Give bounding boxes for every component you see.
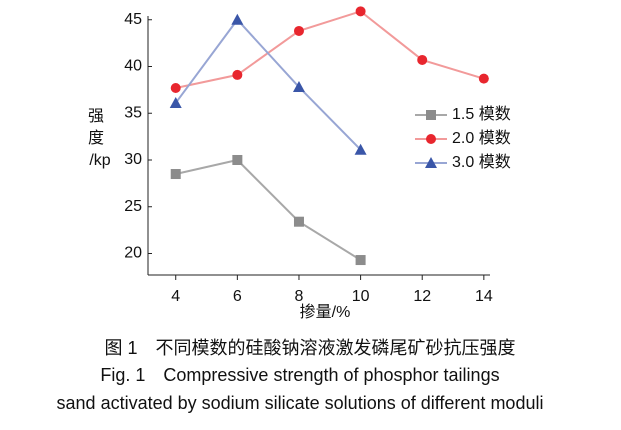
marker [478,73,489,84]
x-tick-label: 4 [171,288,180,305]
y-tick-label: 35 [124,104,142,121]
marker [232,69,243,80]
y-axis-label: 度 [88,129,104,147]
marker [232,154,243,165]
caption: Fig. 1 Compressive strength of phosphor … [100,365,499,385]
marker [355,6,366,17]
legend-label: 3.0 模数 [452,153,511,171]
marker [417,54,428,65]
y-axis-label: /kp [89,152,110,169]
caption: sand activated by sodium silicate soluti… [57,393,544,413]
y-tick-label: 40 [124,58,142,75]
caption: 图 1 不同模数的硅酸钠溶液激发磷尾矿砂抗压强度 [104,338,515,358]
y-tick-label: 30 [124,151,142,168]
marker [170,169,181,180]
legend-label: 2.0 模数 [452,129,511,147]
marker [425,157,437,168]
x-tick-label: 6 [233,288,242,305]
legend-label: 1.5 模数 [452,105,511,123]
marker [231,13,244,25]
marker [170,82,181,93]
series-line [174,18,362,151]
x-tick-label: 12 [413,288,431,305]
marker [355,255,366,266]
x-axis-label: 掺量/% [300,303,351,321]
y-tick-label: 20 [124,245,142,262]
marker [293,25,304,36]
x-tick-label: 10 [352,288,370,305]
x-tick-label: 8 [295,288,304,305]
marker [293,216,304,227]
marker [292,81,305,93]
marker [354,143,367,155]
y-tick-label: 25 [124,198,142,215]
marker [426,110,436,120]
series-line [175,158,362,261]
y-axis-label: 强 [88,108,104,125]
marker [426,134,436,144]
series-line [175,10,485,89]
x-tick-label: 14 [475,288,493,305]
y-tick-label: 45 [124,11,142,28]
marker [169,96,182,108]
